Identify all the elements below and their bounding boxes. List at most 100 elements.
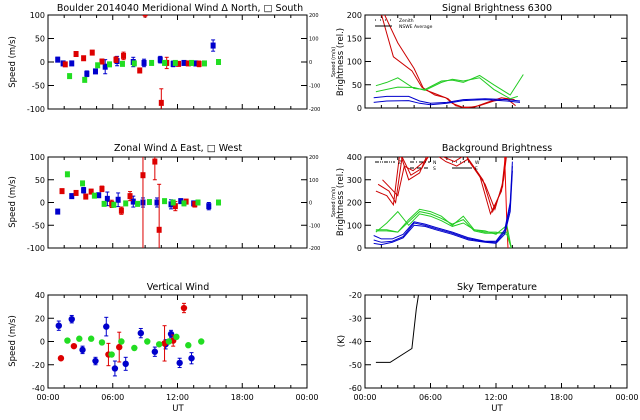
red-point — [142, 15, 148, 17]
y-tick-label: 0 — [40, 58, 45, 67]
green-2-line — [375, 211, 512, 248]
blue-point — [188, 355, 195, 362]
blue-point — [84, 70, 90, 77]
sky-plot-area — [375, 295, 419, 363]
green-point — [181, 200, 187, 207]
blue-point — [79, 346, 86, 354]
vertical-plot-area — [55, 302, 205, 377]
x-tick-label: 00:00 — [295, 393, 318, 402]
green-point — [216, 59, 222, 65]
green-point — [111, 201, 117, 208]
y-tick-label-right: 100 — [309, 178, 319, 184]
y-tick-label: 200 — [347, 199, 362, 208]
legend-label: E — [475, 166, 478, 172]
green-point — [67, 73, 73, 80]
green-point — [119, 60, 125, 67]
y-tick-label: -60 — [349, 384, 362, 393]
red-point — [121, 52, 127, 59]
blue-point — [167, 330, 175, 338]
y-tick-label-right: -100 — [309, 223, 320, 229]
green-point — [98, 339, 106, 346]
red-point — [62, 61, 68, 68]
y-tick-label: -20 — [32, 361, 45, 370]
green-point — [80, 180, 86, 187]
y-tick-label: -50 — [32, 82, 45, 91]
blue-1-line — [373, 95, 521, 104]
red-point — [192, 201, 198, 208]
green-point — [155, 341, 163, 348]
y-tick-label: -50 — [32, 221, 45, 230]
red-1-line — [375, 157, 506, 216]
red-point — [137, 67, 143, 74]
y-tick-label: 100 — [347, 221, 362, 230]
red-point — [158, 99, 164, 106]
y-tick-label-right: 200 — [309, 13, 319, 19]
blue-point — [68, 315, 75, 323]
vertical-ylabel: Speed (m/s) — [8, 315, 18, 367]
green-3-line — [375, 210, 512, 248]
sky-title: Sky Temperature — [457, 282, 537, 293]
blue-2-line — [373, 99, 521, 106]
blue-2-line — [373, 166, 513, 243]
green-point — [123, 200, 129, 207]
red-point — [70, 342, 78, 350]
red-point — [57, 355, 65, 362]
green-point — [146, 199, 152, 206]
green-1-line — [375, 74, 524, 96]
y-tick-label: 300 — [347, 176, 362, 185]
green-point — [107, 61, 113, 68]
red-point — [116, 343, 123, 351]
blue-point — [151, 348, 159, 355]
green-point — [216, 199, 222, 206]
y-tick-label: 200 — [347, 11, 362, 20]
blue-3-line — [373, 170, 513, 246]
signal-title: Signal Brightness 6300 — [442, 3, 552, 14]
background-plot-area — [373, 157, 513, 248]
y-tick-label: 50 — [35, 35, 45, 44]
red-2-line — [384, 15, 516, 108]
y-tick-label-right: 0 — [309, 201, 312, 207]
red-point — [99, 58, 105, 65]
green-point — [131, 344, 138, 352]
x-tick-label: 00:00 — [353, 393, 376, 402]
red-point — [89, 49, 95, 56]
signal-ylabel: Brightness (rel.) — [336, 28, 346, 96]
red-point — [118, 207, 124, 214]
y-tick-label: 0 — [357, 244, 362, 253]
x-tick-label: 06:00 — [101, 393, 124, 402]
legend-label: S — [433, 166, 436, 172]
blue-point — [157, 56, 163, 63]
x-tick-label: 18:00 — [231, 393, 254, 402]
y-tick-label: 0 — [40, 338, 45, 347]
y-tick-label: -20 — [349, 291, 362, 300]
y-tick-label: -30 — [349, 314, 362, 323]
green-point — [198, 338, 205, 345]
green-point — [201, 60, 207, 67]
red-point — [113, 56, 119, 63]
green-point — [118, 338, 125, 345]
y-tick-label: 50 — [35, 176, 45, 185]
y-tick-label-right: 0 — [309, 60, 312, 66]
green-point — [185, 342, 192, 349]
y-tick-label-right: -200 — [309, 246, 320, 252]
x-tick-label: 06:00 — [419, 393, 442, 402]
red-point — [73, 189, 79, 196]
green-point — [172, 59, 178, 66]
red-point — [156, 226, 162, 233]
red-point — [88, 188, 94, 195]
y-tick-label: 100 — [30, 11, 45, 20]
blue-point — [96, 192, 102, 199]
y-tick-label: -40 — [32, 384, 45, 393]
red-3-line — [382, 157, 507, 211]
legend-label: W — [475, 160, 480, 166]
y-tick-label: -100 — [27, 244, 45, 253]
meridional-plot-area — [55, 15, 222, 109]
signal-plot-area — [373, 15, 524, 108]
zonal-wind-panel: Zonal Wind Δ East, □ West Speed (m/s) Sp… — [8, 143, 337, 253]
legend-label: NSWE Average — [399, 24, 433, 30]
green-point — [131, 60, 137, 67]
green-point — [195, 199, 201, 206]
blue-point — [55, 56, 61, 63]
